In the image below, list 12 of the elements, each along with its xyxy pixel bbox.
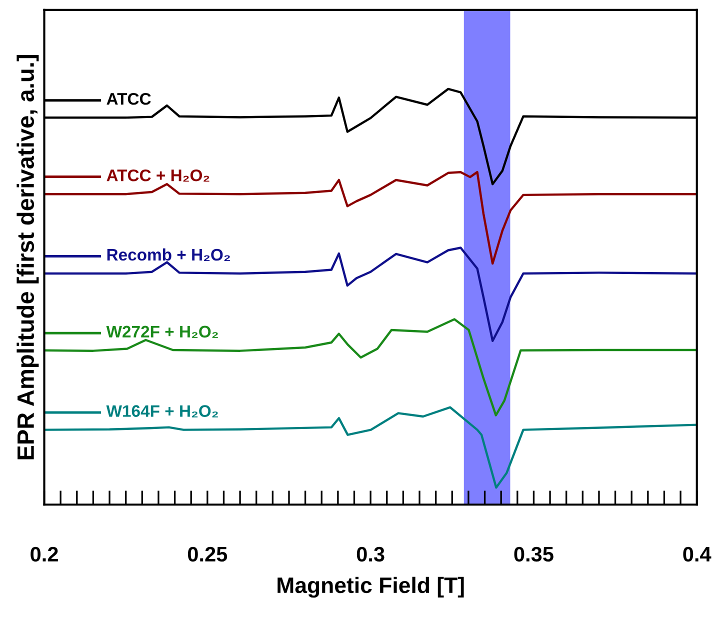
y-axis-title: EPR Amplitude [first derivative, a.u.] [16, 55, 39, 460]
legend-label: ATCC + H₂O₂ [106, 169, 210, 182]
x-tick-label: 0.4 [683, 546, 712, 562]
legend-label: ATCC [106, 92, 151, 105]
x-tick-label: 0.35 [514, 546, 554, 562]
legend-label: Recomb + H₂O₂ [107, 248, 230, 262]
legend-label: W272F + H₂O₂ [106, 326, 218, 338]
x-tick-label: 0.3 [356, 546, 384, 562]
legend-label: W164F + H₂O₂ [106, 405, 218, 418]
x-tick-label: 0.25 [188, 546, 228, 562]
x-axis-title: Magnetic Field [T] [278, 576, 464, 598]
x-tick-label: 0.2 [30, 546, 58, 562]
